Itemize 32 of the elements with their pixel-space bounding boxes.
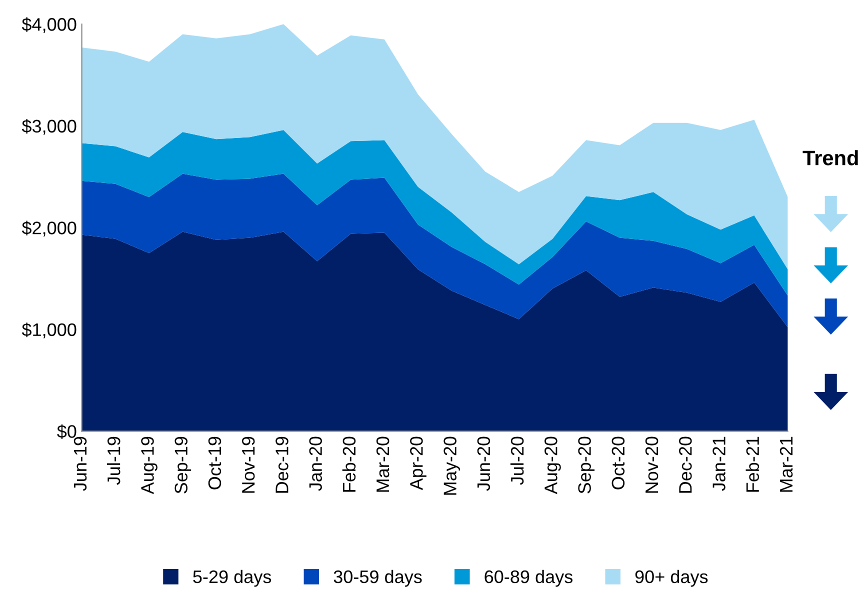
x-tick-label: Aug-19 bbox=[141, 436, 158, 494]
y-tick-label: $2,000 bbox=[22, 220, 76, 236]
x-tick-label: Nov-20 bbox=[645, 436, 658, 493]
x-tick-label: Mar-20 bbox=[376, 436, 390, 492]
x-tick-label: Mar-21 bbox=[780, 436, 793, 492]
y-tick-label: $1,000 bbox=[22, 322, 76, 338]
x-tick-label: May-20 bbox=[444, 436, 460, 495]
legend-label: 30-59 days bbox=[334, 570, 422, 587]
x-tick-label: Sep-19 bbox=[174, 436, 192, 494]
x-tick-label: Jul-20 bbox=[510, 436, 524, 485]
x-tick-label: Sep-20 bbox=[578, 436, 595, 494]
x-tick-label: Apr-20 bbox=[410, 436, 426, 490]
x-tick-label: Jun-20 bbox=[477, 436, 490, 491]
x-tick-label: Feb-20 bbox=[342, 436, 356, 492]
text: Trend bbox=[802, 150, 858, 166]
x-tick-label: Nov-19 bbox=[242, 436, 255, 493]
x-tick-label: Jul-19 bbox=[107, 436, 120, 485]
legend-label: 60-89 days bbox=[484, 570, 572, 587]
y-tick-label: $4,000 bbox=[22, 17, 76, 33]
x-tick-label: Jun-19 bbox=[74, 436, 87, 491]
x-tick-label: Dec-20 bbox=[679, 436, 692, 493]
legend-label: 5-29 days bbox=[193, 570, 272, 587]
x-tick-label: Jan-21 bbox=[712, 436, 726, 491]
x-tick-label: Dec-19 bbox=[276, 436, 288, 493]
y-tick-label: $0 bbox=[57, 424, 76, 439]
x-tick-label: Feb-21 bbox=[746, 436, 760, 492]
legend-label: 90+ days bbox=[635, 570, 708, 587]
y-tick-label: $3,000 bbox=[22, 119, 76, 135]
x-tick-label: Jan-20 bbox=[309, 436, 322, 491]
x-tick-label: Oct-20 bbox=[612, 436, 625, 490]
x-tick-label: Aug-20 bbox=[544, 436, 561, 494]
x-tick-label: Oct-19 bbox=[208, 436, 222, 490]
